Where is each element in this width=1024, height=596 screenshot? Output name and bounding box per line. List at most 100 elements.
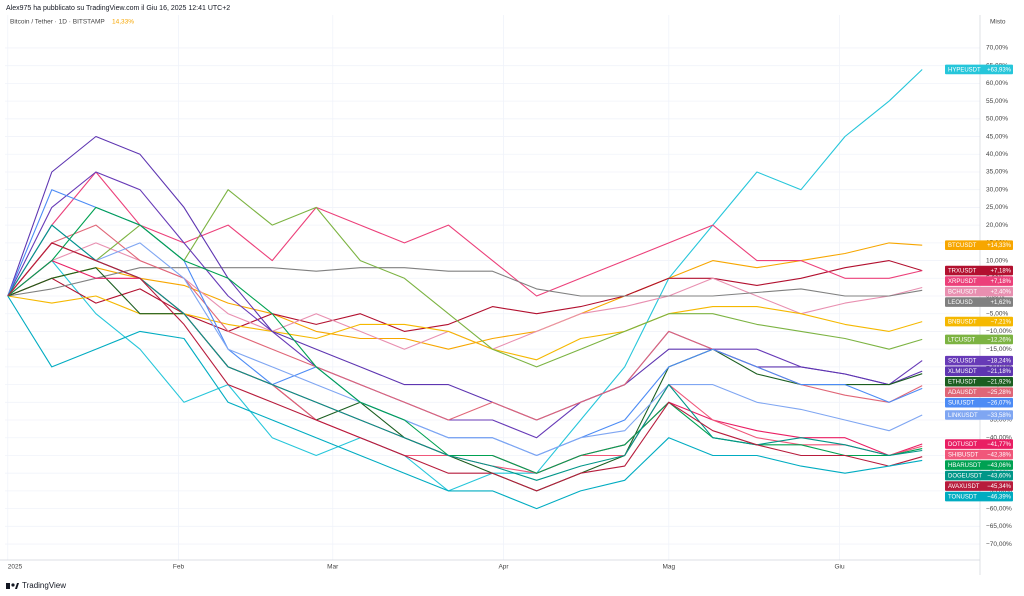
y-tick-label: 10,00% <box>986 257 1008 264</box>
x-tick-label: Apr <box>498 564 509 571</box>
end-label-box <box>945 460 1013 470</box>
y-tick-label: 45,00% <box>986 133 1008 140</box>
brand-logo <box>6 583 19 589</box>
end-label-value: −43,60% <box>987 473 1012 479</box>
series-line <box>7 171 923 439</box>
y-tick-label: −65,00% <box>986 523 1012 530</box>
end-label-name: HYPEUSDT <box>948 67 981 73</box>
end-label-value: −46,39% <box>987 494 1012 500</box>
series-line <box>7 69 923 492</box>
end-label-value: −45,34% <box>987 484 1012 490</box>
end-label-value: −26,07% <box>987 401 1012 407</box>
end-label-value: −18,24% <box>987 359 1012 365</box>
end-label-value: −42,38% <box>987 452 1012 458</box>
end-label-value: +63,93% <box>987 67 1012 73</box>
end-label-name: SOLUSDT <box>948 359 977 365</box>
x-tick-label: 2025 <box>8 564 23 571</box>
end-label-box <box>945 286 1013 297</box>
series-line <box>7 224 923 481</box>
y-tick-label: 35,00% <box>986 169 1008 176</box>
y-tick-label: 30,00% <box>986 186 1008 193</box>
end-label-name: XRPUSDT <box>948 279 977 285</box>
end-label-value: −33,58% <box>987 413 1012 419</box>
end-label-value: −21,92% <box>987 380 1012 386</box>
series-line <box>7 267 923 492</box>
y-tick-label: 25,00% <box>986 204 1008 211</box>
end-label-name: SUIUSDT <box>948 401 975 407</box>
end-label-name: SHIBUSDT <box>948 452 979 458</box>
brand: TradingView <box>22 581 66 590</box>
end-label-box <box>945 481 1013 491</box>
end-label-name: DOGEUSDT <box>948 473 982 479</box>
end-label-name: TRXUSDT <box>948 268 977 274</box>
y-tick-label: −15,00% <box>986 346 1012 353</box>
y-tick-label: −55,00% <box>986 488 1012 495</box>
end-label-name: ADAUSDT <box>948 390 977 396</box>
end-label-name: DOTUSDT <box>948 442 977 448</box>
end-label-box <box>945 439 1013 449</box>
end-label-box <box>945 410 1013 420</box>
end-label-box <box>945 240 1013 251</box>
x-tick-label: Giu <box>834 564 845 571</box>
end-label-name: BTCUSDT <box>948 243 977 249</box>
end-label-name: AVAXUSDT <box>948 484 980 490</box>
y-tick-label: −5,00% <box>986 310 1008 317</box>
end-label-box <box>945 366 1013 376</box>
end-label-box <box>945 334 1013 345</box>
series-line <box>7 242 923 492</box>
end-label-name: BNBUSDT <box>948 319 977 325</box>
series-line <box>7 171 923 297</box>
end-label-box <box>945 387 1013 397</box>
end-label-value: −41,77% <box>987 442 1012 448</box>
end-label-box <box>945 355 1013 366</box>
end-label-box <box>945 376 1013 387</box>
series-line <box>7 224 923 457</box>
end-label-value: −25,28% <box>987 390 1012 396</box>
end-label-value: +14,33% <box>987 243 1012 249</box>
y-tick-label: 40,00% <box>986 151 1008 158</box>
legend-symbol: Bitcoin / Tether · 1D · BITSTAMP <box>10 19 105 26</box>
end-label-value: −7,21% <box>990 319 1011 325</box>
end-label-name: XLMUSDT <box>948 369 977 375</box>
end-label-value: −43,06% <box>987 463 1012 469</box>
series-line <box>7 267 923 297</box>
x-tick-label: Mar <box>327 564 339 571</box>
end-label-box <box>945 449 1013 460</box>
end-label-value: +1,62% <box>990 300 1011 306</box>
end-label-box <box>945 397 1013 408</box>
end-label-value: +7,18% <box>990 279 1011 285</box>
y-tick-label: 50,00% <box>986 116 1008 123</box>
end-label-name: BCHUSDT <box>948 289 977 295</box>
end-label-box <box>945 297 1013 307</box>
end-label-name: HBARUSDT <box>948 463 981 469</box>
legend-value: 14,33% <box>112 19 134 26</box>
y-tick-label: −10,00% <box>986 328 1012 335</box>
end-label-box <box>945 491 1013 502</box>
y-tick-label: −70,00% <box>986 541 1012 548</box>
end-label-name: ETHUSDT <box>948 380 977 386</box>
series-line <box>7 135 923 421</box>
end-label-name: LEOUSD <box>948 300 973 306</box>
x-tick-label: Feb <box>173 564 185 571</box>
y-tick-label: 55,00% <box>986 98 1008 105</box>
y-tick-label: 20,00% <box>986 222 1008 229</box>
y-tick-label: −60,00% <box>986 505 1012 512</box>
y-tick-label: 60,00% <box>986 80 1008 87</box>
end-label-box <box>945 316 1013 327</box>
axis-mode: Misto <box>990 19 1006 26</box>
end-label-box <box>945 265 1013 276</box>
y-tick-label: −40,00% <box>986 434 1012 441</box>
end-label-box <box>945 470 1013 481</box>
series-line <box>7 295 923 510</box>
end-label-name: LINKUSDT <box>948 413 978 419</box>
end-label-name: LTCUSDT <box>948 337 976 343</box>
y-tick-label: −35,00% <box>986 417 1012 424</box>
end-label-box <box>945 276 1013 286</box>
end-label-name: TONUSDT <box>948 494 977 500</box>
end-label-box <box>945 64 1013 75</box>
x-tick-label: Mag <box>662 564 675 571</box>
end-label-value: −12,26% <box>987 337 1012 343</box>
series-line <box>7 206 923 474</box>
